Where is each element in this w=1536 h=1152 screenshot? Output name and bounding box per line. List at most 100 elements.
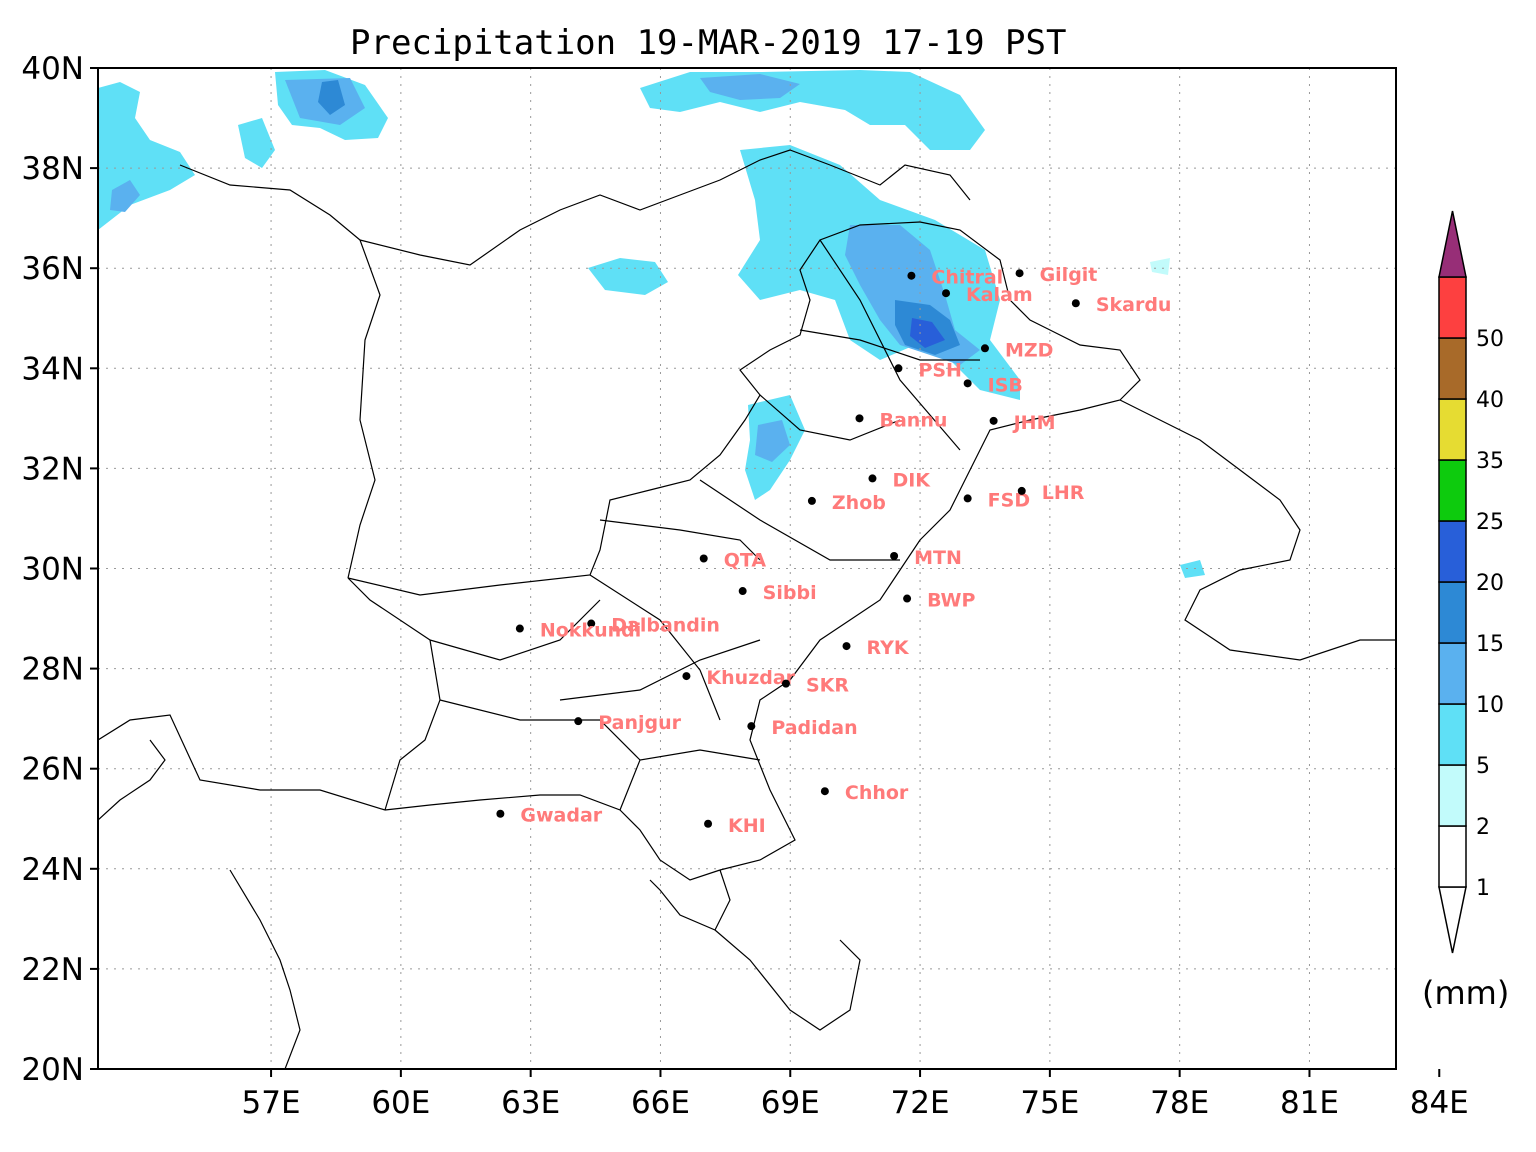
station-marker <box>842 642 851 651</box>
colorbar-swatch <box>1438 337 1467 400</box>
india-gujarat <box>714 929 861 1031</box>
colorbar-label: 15 <box>1476 632 1504 657</box>
station-marker <box>855 414 864 423</box>
colorbar-swatch <box>1438 276 1467 339</box>
india-coast-west <box>649 869 731 931</box>
station-label: PSH <box>918 359 962 381</box>
y-tick-label: 38N <box>21 151 84 187</box>
x-tick-label: 72E <box>891 1085 950 1121</box>
x-tick-label: 66E <box>631 1085 690 1121</box>
stations-layer: Chitral Gilgit Kalam Skardu MZD PSH ISB Bannu JH… <box>496 264 1171 837</box>
station-marker <box>890 551 899 560</box>
station-label: KHI <box>728 815 766 837</box>
y-tick-label: 24N <box>21 852 84 888</box>
y-tick-label: 22N <box>21 952 84 988</box>
axes-layer: 57E 60E 63E 66E 69E 72E 75E 78E 81E 84E 20N 22N 24N 2… <box>21 51 1468 1121</box>
station-label: Sibbi <box>763 582 817 604</box>
station-marker <box>747 722 756 731</box>
station-marker <box>903 594 912 603</box>
station-label: RYK <box>867 637 910 659</box>
station-marker <box>989 416 998 425</box>
station-label: Skardu <box>1096 294 1172 316</box>
colorbar-label: 20 <box>1476 571 1504 596</box>
colorbar-swatch <box>1438 825 1467 888</box>
station-marker <box>496 809 505 818</box>
station-marker <box>820 787 829 796</box>
station-marker <box>781 679 790 688</box>
station-marker <box>907 271 916 280</box>
colorbar-label: 35 <box>1476 449 1504 474</box>
colorbar-over-triangle <box>1438 210 1467 278</box>
x-tick-label: 81E <box>1280 1085 1339 1121</box>
station-label: Panjgur <box>598 712 681 734</box>
x-tick-label: 84E <box>1410 1085 1469 1121</box>
station-marker <box>699 554 708 563</box>
station-marker <box>868 474 877 483</box>
station-marker <box>574 717 583 726</box>
colorbar-under-triangle <box>1438 886 1467 954</box>
station-label: DIK <box>892 469 931 491</box>
station-marker <box>1015 269 1024 278</box>
colorbar-label: 5 <box>1476 754 1490 779</box>
y-tick-label: 28N <box>21 652 84 688</box>
x-tick-label: 75E <box>1020 1085 1079 1121</box>
colorbar-label: 10 <box>1476 693 1504 718</box>
y-tick-label: 20N <box>21 1052 84 1088</box>
station-label: Gilgit <box>1040 264 1098 286</box>
station-marker <box>894 364 903 373</box>
station-marker <box>1017 486 1026 495</box>
afghanistan-north-border <box>359 149 971 266</box>
station-label: Padidan <box>771 717 857 739</box>
colorbar-label: 25 <box>1476 510 1504 535</box>
y-tick-label: 32N <box>21 451 84 487</box>
station-marker <box>942 289 951 298</box>
station-label: Gwadar <box>520 805 602 827</box>
station-label: JHM <box>1012 412 1056 434</box>
station-label: Khuzdar <box>706 667 795 689</box>
colorbar-label: 40 <box>1476 388 1504 413</box>
y-tick-label: 30N <box>21 552 84 588</box>
precip-area-hindukush-peak <box>910 318 945 348</box>
x-tick-label: 60E <box>371 1085 430 1121</box>
iran-coast <box>98 714 386 811</box>
precip-area-north-a-peak <box>318 80 345 115</box>
pakistan-iran-border <box>347 577 441 811</box>
station-label: Chitral <box>931 267 1003 289</box>
unit-label: (mm) <box>1422 974 1509 1012</box>
station-marker <box>963 494 972 503</box>
precip-area-north-c <box>640 70 985 150</box>
india-peninsula-coast <box>229 869 301 1069</box>
station-label: Dalbandin <box>611 615 720 637</box>
station-label: Kalam <box>966 284 1033 306</box>
y-tick-label: 26N <box>21 752 84 788</box>
station-marker <box>704 819 713 828</box>
station-marker <box>738 587 747 596</box>
station-label: Zhob <box>832 492 886 514</box>
station-label: ISB <box>988 374 1023 396</box>
precip-area-north-c-core <box>700 74 800 100</box>
station-label: MTN <box>914 547 962 569</box>
x-tick-label: 69E <box>761 1085 820 1121</box>
lat-lon-grid <box>98 68 1396 1069</box>
x-tick-label: 78E <box>1150 1085 1209 1121</box>
station-label: Bannu <box>879 409 947 431</box>
y-tick-label: 36N <box>21 251 84 287</box>
station-marker <box>515 624 524 633</box>
station-marker <box>807 496 816 505</box>
oman-coast <box>98 739 166 821</box>
station-label: BWP <box>927 590 975 612</box>
station-marker <box>682 672 691 681</box>
precip-area-east <box>1180 560 1205 578</box>
boundaries <box>98 149 1396 1069</box>
precip-area-northwest-core <box>110 180 140 212</box>
colorbar-label: 50 <box>1476 327 1504 352</box>
station-label: QTA <box>724 549 767 571</box>
station-label: Chhor <box>845 782 909 804</box>
province-lines <box>429 239 980 811</box>
precipitation-field <box>98 70 1205 578</box>
station-label: FSD <box>988 489 1030 511</box>
colorbar-label: 1 <box>1476 876 1490 901</box>
india-north-border <box>1119 399 1396 661</box>
